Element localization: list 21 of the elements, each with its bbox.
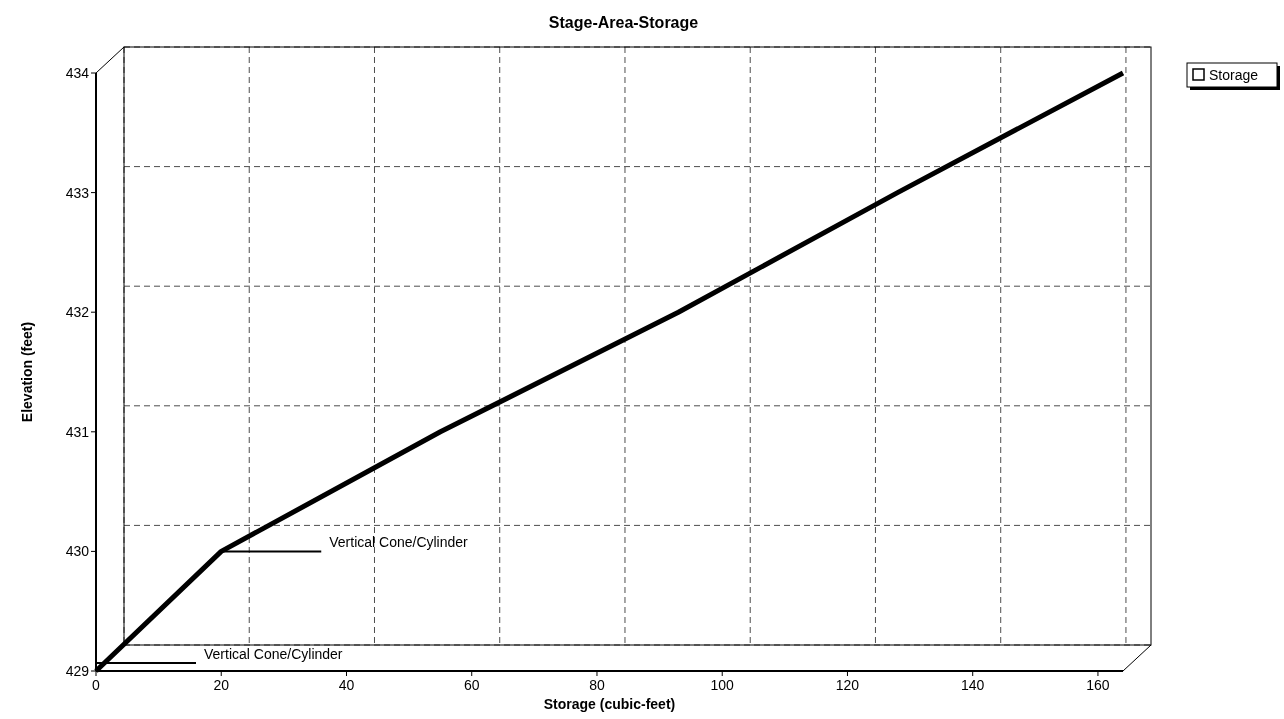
y-tick-label: 429 [65,663,90,679]
x-tick-label: 40 [338,677,355,693]
x-tick-label: 20 [213,677,230,693]
y-tick-label: 431 [65,423,90,440]
x-tick-label: 60 [463,677,480,693]
y-axis-title: Elevation (feet) [19,321,35,423]
x-tick-label: 100 [710,677,735,693]
y-tick-label: 434 [65,65,90,81]
y-tick-label: 433 [65,184,90,201]
y-tick-label: 432 [65,304,90,321]
x-tick-label: 140 [961,677,985,693]
annotation: Vertical Cone/Cylinder [204,646,343,662]
annotation: Vertical Cone/Cylinder [329,534,469,551]
x-axis-title: Storage (cubic-feet) [543,696,676,712]
x-tick-label: 120 [835,677,860,693]
y-tick-label: 430 [65,543,90,560]
x-tick-label: 80 [589,677,605,693]
x-tick-label: 160 [1086,677,1110,693]
chart-title: Stage-Area-Storage [548,14,699,31]
legend-label: Storage [1209,67,1259,83]
x-tick-label: 0 [92,677,101,693]
